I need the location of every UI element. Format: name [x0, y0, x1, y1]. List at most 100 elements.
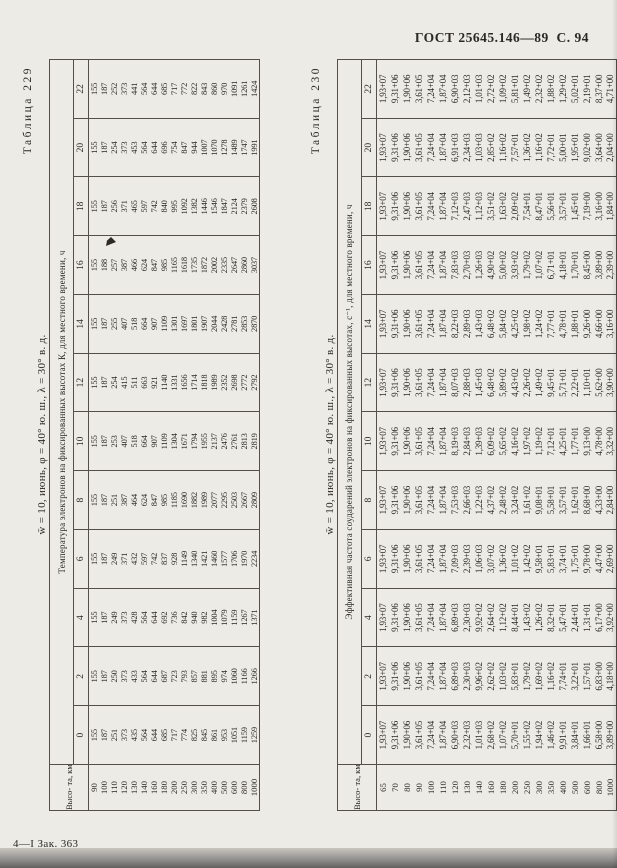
table-cell: 1,93+07 — [376, 353, 389, 412]
time-column-header: 20 — [73, 118, 89, 177]
table-cell: 1304 — [169, 412, 179, 471]
table-cell: 2002 — [209, 235, 219, 295]
table-cell: 187 — [99, 177, 109, 236]
table-cell: 373 — [119, 705, 129, 765]
height-row-header: 140 — [472, 764, 485, 811]
table-cell: 464 — [129, 470, 139, 530]
table-row: 130 2,32+03 2,30+03 2,30+03 2,39+03 2,66+03 2,… — [460, 59, 473, 811]
table-cell: 5,00+01 — [556, 118, 569, 177]
table-cell: 1091 — [229, 59, 239, 119]
table-cell: 1460 — [209, 529, 219, 589]
table-cell: 2698 — [229, 353, 239, 412]
table-cell: 597 — [139, 529, 149, 589]
table-cell: 1,90+06 — [400, 235, 413, 295]
table-cell: 2476 — [219, 412, 229, 471]
table-cell: 1,07+02 — [496, 705, 509, 765]
table-cell: 155 — [88, 705, 99, 765]
table-cell: 2,39+03 — [460, 529, 473, 589]
table-cell: 2,72+02 — [484, 59, 497, 119]
table-cell: 1,90+06 — [400, 118, 413, 177]
table-row: 350 1,46+02 1,16+02 8,32+01 5,83+01 5,58+01 7,… — [544, 59, 557, 811]
table-cell: 1,01+03 — [472, 705, 485, 765]
table-cell: 940 — [189, 588, 199, 647]
height-row-header: 300 — [189, 764, 199, 811]
table-cell: 1,63+02 — [496, 177, 509, 236]
table-row: 80 1,90+06 1,90+06 1,90+06 1,90+06 1,90+06 1,9… — [400, 59, 413, 811]
table-cell: 8,07+03 — [448, 353, 461, 412]
table-cell: 3,61+05 — [412, 588, 425, 647]
table-cell: 252 — [109, 59, 119, 119]
table-cell: 1,93+07 — [376, 470, 389, 530]
table-cell: 837 — [159, 529, 169, 589]
time-column-header: 18 — [73, 177, 89, 236]
table-cell: 432 — [129, 529, 139, 589]
table-cell: 6,58+00 — [592, 705, 605, 765]
table-cell: 644 — [149, 705, 159, 765]
table-cell: 187 — [99, 412, 109, 471]
time-column-header: 20 — [361, 118, 377, 177]
table-229: Высо- та, км Температура электронов на ф… — [49, 59, 260, 811]
table-cell: 9,31+06 — [388, 647, 401, 706]
table-cell: 772 — [179, 59, 189, 119]
table-cell: 1166 — [239, 647, 249, 706]
table-cell: 696 — [159, 118, 169, 177]
table-cell: 1149 — [179, 529, 189, 589]
table-cell: 1,87+04 — [436, 59, 449, 119]
table-cell: 842 — [179, 588, 189, 647]
table-cell: 1079 — [219, 588, 229, 647]
table-cell: 2809 — [249, 470, 260, 530]
span-header: Температура электронов на фиксированных … — [49, 59, 74, 765]
height-row-header: 110 — [436, 764, 449, 811]
table-cell: 9,31+06 — [388, 412, 401, 471]
table-cell: 970 — [219, 59, 229, 119]
table-cell: 8,37+00 — [592, 59, 605, 119]
table-cell: 1,93+07 — [376, 235, 389, 295]
table-230-caption: w̄ = 10, июнь, φ = 40° ю. ш., λ = 30° в.… — [324, 334, 336, 535]
table-cell: 1,98+02 — [520, 294, 533, 354]
time-column-header: 14 — [73, 294, 89, 354]
table-row: 140 1,01+03 9,96+02 9,92+02 1,06+03 1,22+03 1,… — [472, 59, 485, 811]
table-row: 500 3,84+01 3,22+01 2,44+01 1,75+01 1,62+01 1,… — [568, 59, 581, 811]
table-cell: 1847 — [219, 177, 229, 236]
table-cell: 2,26+02 — [520, 353, 533, 412]
table-cell: 5,47+01 — [556, 588, 569, 647]
table-cell: 1735 — [189, 235, 199, 295]
table-cell: 1,87+04 — [436, 647, 449, 706]
table-cell: 1259 — [249, 705, 260, 765]
table-cell: 2,68+02 — [484, 705, 497, 765]
table-cell: 1060 — [229, 647, 239, 706]
time-column-header: 0 — [361, 705, 377, 765]
table-cell: 2137 — [209, 412, 219, 471]
table-cell: 249 — [109, 529, 119, 589]
table-cell: 974 — [219, 647, 229, 706]
height-row-header: 90 — [412, 764, 425, 811]
table-cell: 2428 — [219, 294, 229, 354]
table-cell: 3,57+01 — [556, 470, 569, 530]
table-cell: 2,47+03 — [460, 177, 473, 236]
table-cell: 723 — [169, 647, 179, 706]
time-column-header: 0 — [73, 705, 89, 765]
table-cell: 6,09+02 — [484, 412, 497, 471]
table-cell: 3,61+05 — [412, 529, 425, 589]
table-cell: 861 — [209, 705, 219, 765]
table-cell: 5,02+01 — [568, 59, 581, 119]
table-cell: 1,62+01 — [568, 470, 581, 530]
table-cell: 2,32+02 — [532, 59, 545, 119]
table-cell: 2379 — [239, 177, 249, 236]
table-cell: 187 — [99, 529, 109, 589]
table-cell: 3,16+00 — [592, 177, 605, 236]
table-row: 100 187 187 187 187 187 187 187 187 188 187 187 187 — [99, 59, 109, 811]
table-cell: 1,22+03 — [472, 470, 485, 530]
table-cell: 2,32+03 — [460, 705, 473, 765]
table-cell: 847 — [149, 470, 159, 530]
table-cell: 2853 — [239, 294, 249, 354]
table-cell: 253 — [109, 412, 119, 471]
table-cell: 1266 — [249, 647, 260, 706]
table-229-title: Таблица 229 — [22, 66, 34, 155]
table-230-title: Таблица 230 — [310, 66, 322, 155]
time-column-header: 2 — [361, 647, 377, 706]
table-cell: 2792 — [249, 353, 260, 412]
table-cell: 1,93+07 — [376, 59, 389, 119]
table-row: 200 717 723 736 928 1185 1304 1331 1301 1165 995 75… — [169, 59, 179, 811]
table-cell: 1,87+04 — [436, 177, 449, 236]
